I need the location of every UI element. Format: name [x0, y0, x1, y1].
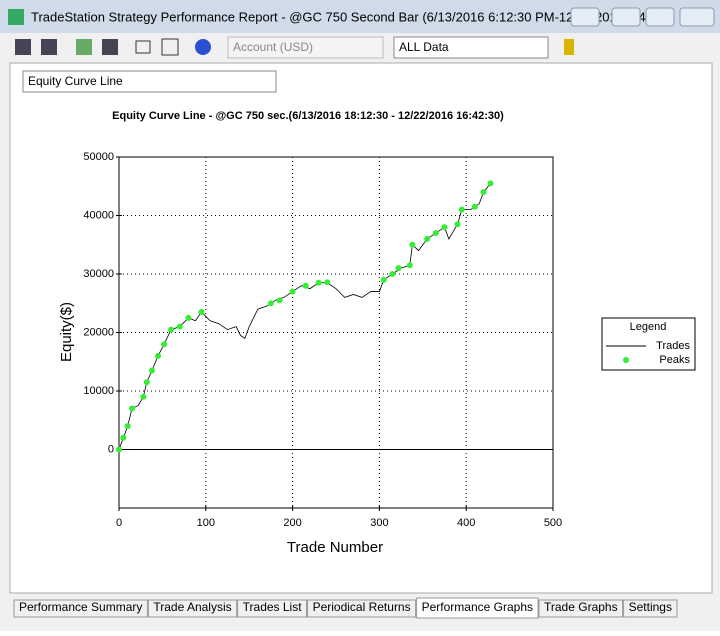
- y-axis-label: Equity($): [58, 302, 75, 362]
- peak-point: [454, 221, 461, 228]
- peak-point: [409, 241, 416, 248]
- peak-point: [487, 180, 494, 187]
- peak-point: [116, 446, 122, 453]
- peak-point: [324, 279, 331, 286]
- x-tick-label: 100: [197, 517, 215, 529]
- legend-dot: [623, 357, 629, 363]
- peak-point: [140, 393, 147, 400]
- peak-point: [471, 203, 478, 210]
- account-select[interactable]: [227, 36, 384, 59]
- range-select-text: ALL Data: [399, 40, 449, 54]
- account-select-text: Account (USD): [233, 40, 313, 54]
- print-icon[interactable]: [41, 39, 57, 55]
- peak-point: [129, 405, 136, 412]
- y-tick-label: 40000: [83, 209, 114, 221]
- minimize-button[interactable]: [611, 7, 641, 27]
- tab[interactable]: [237, 599, 308, 618]
- toolbar-icons: [15, 38, 574, 56]
- peak-point: [276, 297, 283, 304]
- peak-point: [441, 224, 448, 231]
- tab[interactable]: [147, 599, 238, 618]
- window-title: TradeStation Strategy Performance Report…: [31, 9, 657, 24]
- x-tick-label: 400: [457, 517, 475, 529]
- peak-point: [185, 314, 192, 321]
- peak-point: [389, 271, 396, 277]
- range-select[interactable]: [393, 36, 549, 59]
- maximize-button[interactable]: [645, 7, 675, 27]
- legend-label: Peaks: [659, 354, 690, 366]
- x-tick-label: 300: [370, 517, 388, 529]
- tab[interactable]: [538, 599, 624, 618]
- x-tick-label: 500: [544, 517, 562, 529]
- tab-label[interactable]: Settings: [629, 600, 672, 614]
- y-tick-label: 0: [108, 443, 114, 455]
- tab[interactable]: [416, 597, 539, 619]
- title-bar: [0, 0, 720, 33]
- peak-point: [406, 262, 413, 269]
- peak-point: [315, 279, 322, 286]
- x-tick-label: 0: [116, 517, 122, 529]
- x-tick-label: 200: [283, 517, 301, 529]
- properties-icon[interactable]: [102, 39, 118, 55]
- y-tick-label: 50000: [83, 151, 114, 163]
- peak-point: [424, 235, 431, 242]
- tab-label[interactable]: Performance Summary: [19, 600, 142, 614]
- peak-point: [289, 288, 296, 295]
- peak-point: [267, 300, 274, 307]
- peak-point: [143, 379, 150, 386]
- peak-point: [161, 341, 168, 348]
- help-icon[interactable]: [564, 39, 574, 55]
- peak-point: [155, 352, 162, 359]
- tab-label[interactable]: Trade Graphs: [544, 600, 618, 614]
- app-icon: [8, 9, 24, 25]
- legend-label: Trades: [656, 340, 690, 352]
- peak-point: [458, 206, 465, 213]
- peak-point: [148, 367, 155, 374]
- view-select[interactable]: [22, 70, 277, 93]
- peak-point: [120, 434, 127, 441]
- tab-label[interactable]: Periodical Returns: [313, 600, 411, 614]
- tab-label[interactable]: Trades List: [243, 600, 303, 614]
- target-icon[interactable]: [195, 39, 211, 55]
- restore-arrows[interactable]: [570, 7, 600, 27]
- y-tick-label: 30000: [83, 268, 114, 280]
- tab-label[interactable]: Trade Analysis: [153, 600, 231, 614]
- refresh-icon[interactable]: [76, 39, 92, 55]
- peak-point: [395, 265, 402, 272]
- save-icon[interactable]: [15, 39, 31, 55]
- tab[interactable]: [307, 599, 417, 618]
- legend-title: Legend: [630, 321, 667, 333]
- font-smaller[interactable]: [135, 40, 151, 54]
- legend: [601, 317, 696, 371]
- peak-point: [480, 189, 487, 196]
- y-tick-label: 20000: [83, 326, 114, 338]
- x-axis-label: Trade Number: [287, 539, 383, 556]
- peak-point: [432, 230, 439, 237]
- peak-point: [176, 323, 183, 330]
- chart-title: Equity Curve Line - @GC 750 sec.(6/13/20…: [112, 110, 504, 122]
- peak-point: [380, 276, 387, 283]
- peak-point: [124, 423, 131, 430]
- peak-point: [198, 309, 205, 316]
- tab[interactable]: [13, 599, 148, 618]
- peak-point: [168, 326, 175, 333]
- font-larger[interactable]: [161, 38, 179, 56]
- y-tick-label: 10000: [83, 385, 114, 397]
- tab-label[interactable]: Performance Graphs: [422, 600, 533, 614]
- close-button[interactable]: [679, 7, 715, 27]
- view-select-text: Equity Curve Line: [28, 74, 123, 88]
- tab[interactable]: [623, 599, 678, 618]
- peak-point: [302, 282, 309, 289]
